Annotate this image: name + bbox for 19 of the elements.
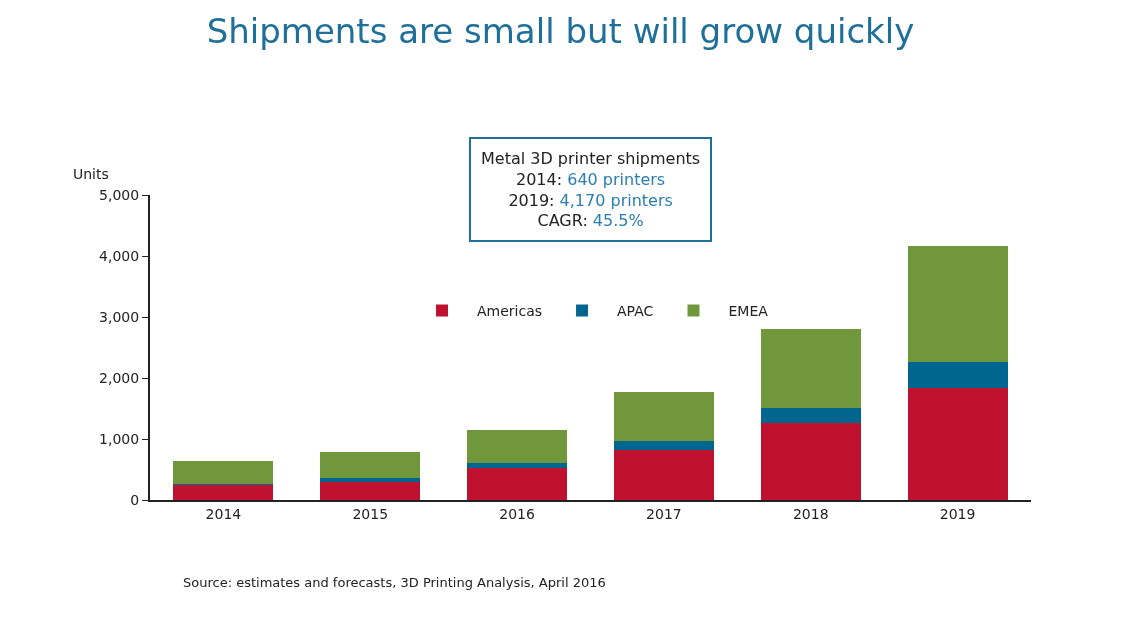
legend-label: APAC — [617, 302, 654, 319]
x-tick-label: 2018 — [792, 505, 829, 522]
y-tick-label: 0 — [130, 491, 140, 508]
chart-title: Shipments are small but will grow quickly — [206, 10, 915, 51]
y-tick-label: 4,000 — [99, 247, 140, 264]
y-tick-label: 3,000 — [99, 308, 140, 325]
y-tick-label: 2,000 — [99, 369, 140, 386]
x-tick-label: 2014 — [205, 505, 242, 522]
x-tick-label: 2019 — [939, 505, 976, 522]
source-note: Source: estimates and forecasts, 3D Printing Analysis, April 2016 — [183, 575, 606, 590]
x-tick-label: 2017 — [646, 505, 682, 522]
legend-label: Americas — [477, 302, 543, 319]
y-axis-title: Units — [73, 166, 109, 182]
x-tick-label: 2015 — [352, 505, 389, 522]
legend-label: EMEA — [728, 302, 769, 319]
y-tick-label: 5,000 — [99, 186, 140, 203]
annotation: Metal 3D printer shipments 2014: 640 printers 2019: 4,170 printers CAGR: 45.5% — [481, 149, 701, 231]
y-tick-label: 1,000 — [99, 430, 140, 447]
x-tick-label: 2016 — [499, 505, 535, 522]
